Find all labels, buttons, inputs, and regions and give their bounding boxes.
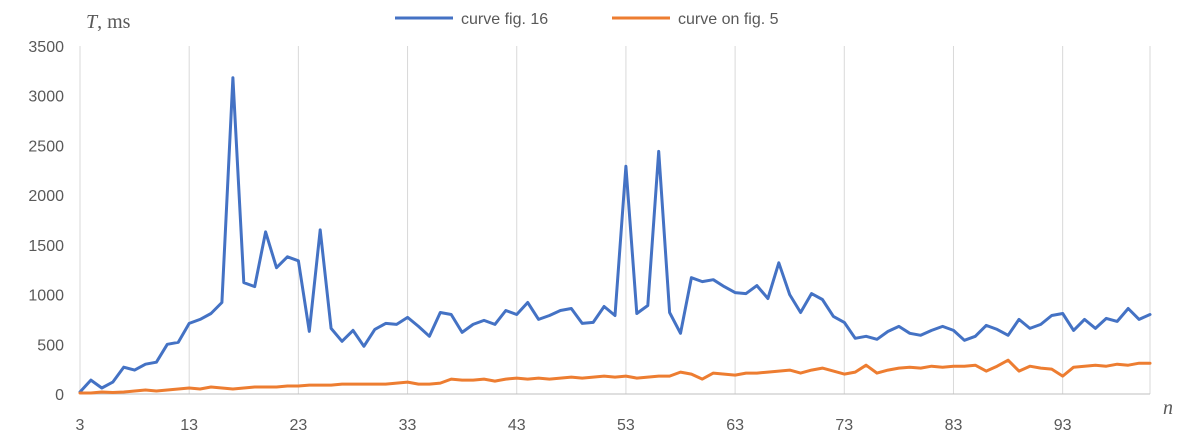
y-tick-label: 3500 (28, 39, 64, 56)
x-tick-label: 93 (1054, 417, 1072, 434)
y-tick-label: 2000 (28, 188, 64, 205)
legend-label-2: curve on fig. 5 (678, 11, 779, 28)
x-tick-label: 53 (617, 417, 635, 434)
axes: 0 500 1000 1500 2000 2500 3000 3500 3 13 23 33 43 53 6… (28, 39, 1150, 434)
x-tick-label: 13 (180, 417, 198, 434)
y-axis-title: T, ms (86, 11, 131, 33)
y-tick-label: 1500 (28, 238, 64, 255)
y-tick-label: 0 (55, 387, 64, 404)
x-tick-label: 33 (399, 417, 417, 434)
axis-titles: T, ms n (86, 11, 1173, 419)
x-tick-label: 43 (508, 417, 526, 434)
legend-label-1: curve fig. 16 (461, 11, 548, 28)
legend: curve fig. 16 curve on fig. 5 (395, 11, 779, 28)
x-tick-label: 23 (289, 417, 307, 434)
x-axis-title: n (1163, 397, 1173, 419)
series-line-1 (78, 76, 1152, 394)
y-tick-label: 3000 (28, 89, 64, 106)
y-tick-label: 2500 (28, 138, 64, 155)
x-tick-label: 73 (835, 417, 853, 434)
x-tick-label: 3 (76, 417, 85, 434)
grid (79, 46, 1151, 394)
x-tick-label: 83 (945, 417, 963, 434)
y-tick-label: 500 (37, 337, 64, 354)
y-tick-label: 1000 (28, 288, 64, 305)
series-line-2 (78, 358, 1152, 395)
x-tick-label: 63 (726, 417, 744, 434)
series-group (78, 76, 1152, 395)
